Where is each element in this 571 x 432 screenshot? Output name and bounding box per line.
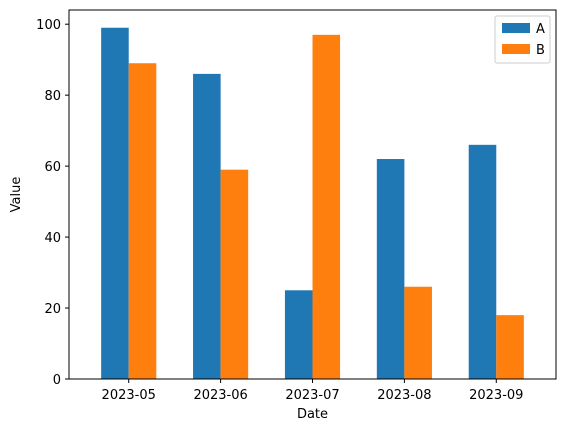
legend-label-A: A xyxy=(536,22,545,37)
bar-B-2023-06 xyxy=(220,169,249,379)
bar-A-2023-08 xyxy=(376,159,405,379)
y-tick-label: 40 xyxy=(44,231,61,246)
bar-A-2023-07 xyxy=(284,290,313,379)
y-tick-label: 80 xyxy=(44,89,61,104)
y-tick-label: 60 xyxy=(44,160,61,175)
bar-B-2023-07 xyxy=(312,34,341,380)
y-axis-ticks: 0 20 40 60 80 100 xyxy=(36,18,69,388)
legend-swatch-B xyxy=(502,44,530,54)
x-tick-label: 2023-09 xyxy=(469,388,523,403)
bar-A-2023-06 xyxy=(193,73,221,380)
y-axis-label: Value xyxy=(9,177,24,213)
x-tick-label: 2023-07 xyxy=(285,388,339,403)
legend-label-B: B xyxy=(536,43,545,58)
bar-B-2023-08 xyxy=(404,286,432,379)
y-tick-label: 0 xyxy=(53,373,61,388)
bar-A-2023-05 xyxy=(101,27,129,380)
y-tick-label: 100 xyxy=(36,18,61,33)
legend-swatch-A xyxy=(502,23,530,33)
x-axis-label: Date xyxy=(297,407,328,422)
bar-A-2023-09 xyxy=(468,144,497,379)
x-axis-ticks: 2023-05 2023-06 2023-07 2023-08 2023-09 xyxy=(102,379,523,403)
x-tick-label: 2023-08 xyxy=(377,388,431,403)
bar-B-2023-05 xyxy=(128,63,157,379)
bars-group xyxy=(101,27,524,380)
legend: AB xyxy=(494,15,551,64)
x-tick-label: 2023-05 xyxy=(102,388,156,403)
plot-frame xyxy=(68,9,557,380)
y-tick-label: 20 xyxy=(44,302,61,317)
bar-B-2023-09 xyxy=(496,315,524,379)
x-tick-label: 2023-06 xyxy=(193,388,247,403)
